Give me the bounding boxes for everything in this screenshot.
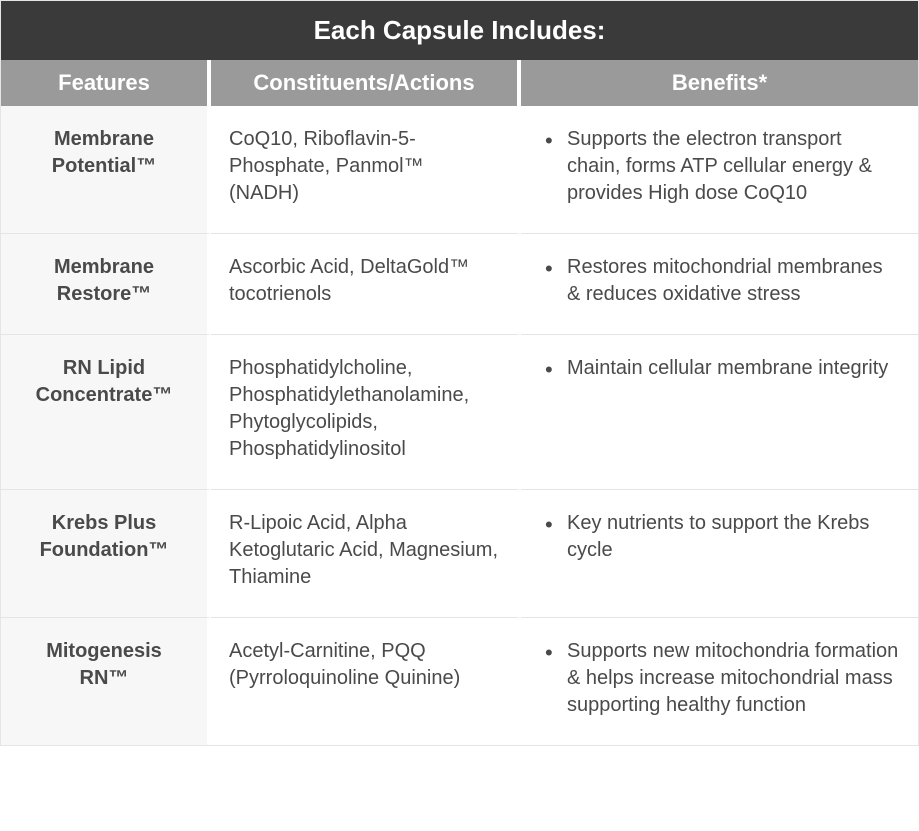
feature-cell: RN Lipid Concentrate™ — [1, 335, 211, 490]
benefits-cell: Maintain cellular membrane integrity — [521, 335, 918, 490]
table-row: Membrane Potential™CoQ10, Riboflavin-5-P… — [1, 106, 918, 234]
constituents-cell: Phosphatidylcholine, Phosphatidylethanol… — [211, 335, 521, 490]
benefits-list: Restores mitochondrial membranes & reduc… — [539, 254, 900, 308]
benefits-cell: Key nutrients to support the Krebs cycle — [521, 490, 918, 618]
benefits-list: Supports the electron transport chain, f… — [539, 126, 900, 207]
feature-cell: Krebs Plus Foundation™ — [1, 490, 211, 618]
col-header-benefits: Benefits* — [521, 60, 918, 106]
table-row: Krebs Plus Foundation™R-Lipoic Acid, Alp… — [1, 490, 918, 618]
banner-row: Each Capsule Includes: — [1, 1, 918, 60]
benefits-cell: Supports the electron transport chain, f… — [521, 106, 918, 234]
feature-cell: Membrane Potential™ — [1, 106, 211, 234]
header-row: Features Constituents/Actions Benefits* — [1, 60, 918, 106]
constituents-cell: Ascorbic Acid, DeltaGold™ tocotrienols — [211, 234, 521, 335]
benefit-item: Supports the electron transport chain, f… — [567, 126, 900, 207]
constituents-cell: Acetyl-Carnitine, PQQ (Pyrroloquinoline … — [211, 618, 521, 745]
benefit-item: Supports new mitochondria formation & he… — [567, 638, 900, 719]
benefit-item: Restores mitochondrial membranes & reduc… — [567, 254, 900, 308]
benefit-item: Maintain cellular membrane integrity — [567, 355, 900, 382]
benefits-list: Supports new mitochondria formation & he… — [539, 638, 900, 719]
table-row: Mitogenesis RN™Acetyl-Carnitine, PQQ (Py… — [1, 618, 918, 745]
col-header-features: Features — [1, 60, 211, 106]
feature-cell: Membrane Restore™ — [1, 234, 211, 335]
capsule-table: Each Capsule Includes: Features Constitu… — [0, 0, 919, 746]
table-row: RN Lipid Concentrate™Phosphatidylcholine… — [1, 335, 918, 490]
banner-title: Each Capsule Includes: — [1, 1, 918, 60]
benefit-item: Key nutrients to support the Krebs cycle — [567, 510, 900, 564]
benefits-cell: Restores mitochondrial membranes & reduc… — [521, 234, 918, 335]
benefits-list: Maintain cellular membrane integrity — [539, 355, 900, 382]
feature-cell: Mitogenesis RN™ — [1, 618, 211, 745]
col-header-constituents: Constituents/Actions — [211, 60, 521, 106]
benefits-cell: Supports new mitochondria formation & he… — [521, 618, 918, 745]
constituents-cell: CoQ10, Riboflavin-5-Phosphate, Panmol™ (… — [211, 106, 521, 234]
benefits-list: Key nutrients to support the Krebs cycle — [539, 510, 900, 564]
table-row: Membrane Restore™Ascorbic Acid, DeltaGol… — [1, 234, 918, 335]
constituents-cell: R-Lipoic Acid, Alpha Ketoglutaric Acid, … — [211, 490, 521, 618]
